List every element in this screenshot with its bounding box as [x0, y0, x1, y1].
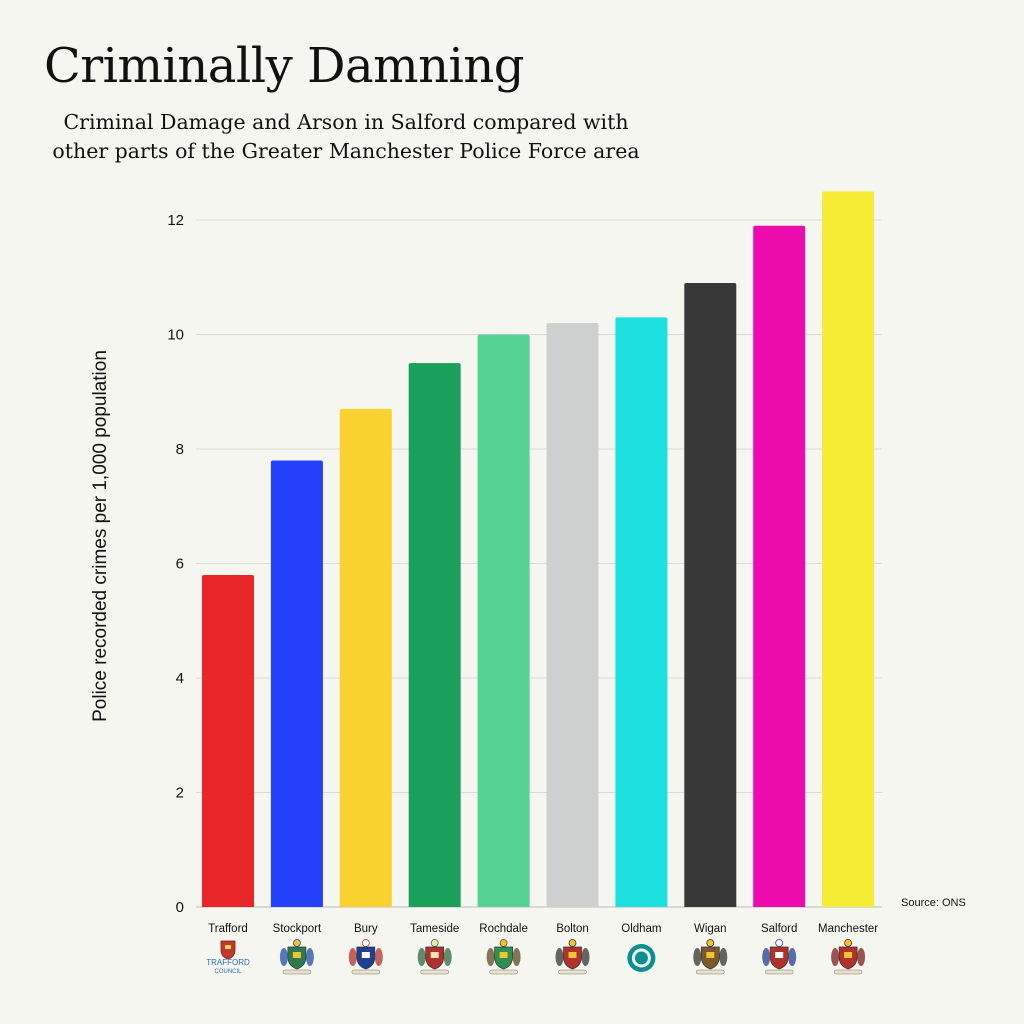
y-tick-label: 4 [176, 670, 184, 687]
bar-trafford [202, 574, 254, 907]
bar-bolton [546, 323, 599, 907]
trafford-council-crest-icon: TRAFFORD COUNCIL [206, 940, 250, 975]
bar-oldham [615, 317, 668, 907]
salford-crest-icon [762, 939, 797, 975]
x-tick-label: Rochdale [479, 923, 528, 935]
y-axis-ticks: 0 2 4 6 8 10 12 [167, 212, 184, 916]
x-tick-label: Tameside [410, 923, 459, 935]
tameside-crest-icon [417, 939, 452, 975]
y-tick-label: 0 [176, 899, 184, 916]
x-tick-label: Oldham [621, 923, 661, 935]
y-tick-label: 8 [176, 441, 184, 458]
bar-manchester [822, 191, 875, 907]
bar-rochdale [477, 334, 530, 907]
bar-wigan [684, 282, 737, 908]
y-tick-label: 10 [167, 327, 184, 344]
y-tick-label: 2 [176, 785, 184, 802]
oldham-logo-icon [627, 944, 656, 972]
x-tick-label: Bury [354, 923, 378, 935]
x-tick-label: Wigan [694, 923, 727, 935]
source-note: Source: ONS [901, 897, 966, 909]
x-axis-labels: Trafford Stockport Bury Tameside Rochdale Bol… [208, 923, 878, 935]
bars [202, 191, 875, 908]
svg-text:COUNCIL: COUNCIL [214, 969, 242, 975]
bar-stockport [270, 460, 323, 907]
x-tick-label: Bolton [556, 923, 589, 935]
y-tick-label: 12 [167, 212, 184, 229]
stockport-crest-icon [279, 939, 314, 975]
rochdale-crest-icon [486, 939, 521, 975]
y-tick-label: 6 [176, 556, 184, 573]
chart-subtitle: Criminal Damage and Arson in Salford com… [52, 110, 640, 163]
bury-crest-icon [348, 939, 383, 975]
x-tick-label: Manchester [818, 923, 878, 935]
svg-text:TRAFFORD: TRAFFORD [206, 958, 250, 967]
bar-bury [339, 408, 392, 907]
wigan-crest-icon [693, 939, 728, 975]
bar-salford [753, 225, 806, 908]
bar-tameside [408, 363, 461, 907]
chart-title: Criminally Damning [44, 38, 525, 94]
category-crests: TRAFFORD COUNCIL [206, 939, 866, 975]
x-tick-label: Stockport [273, 923, 322, 935]
x-tick-label: Salford [761, 923, 797, 935]
manchester-crest-icon [831, 939, 866, 975]
bolton-crest-icon [555, 939, 590, 975]
x-tick-label: Trafford [208, 923, 248, 935]
